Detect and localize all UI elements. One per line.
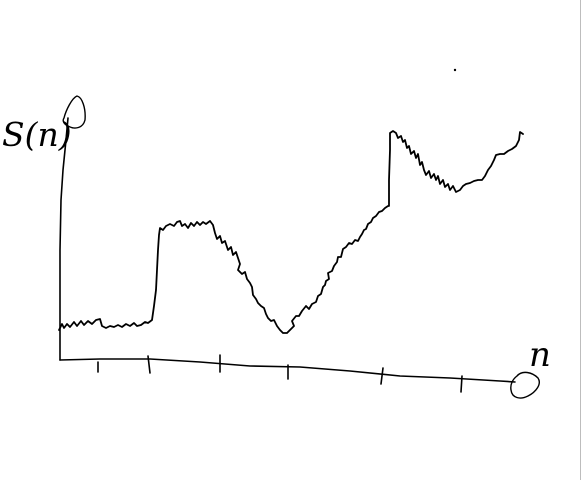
tick-2 — [147, 355, 151, 374]
tick-6 — [460, 375, 463, 393]
x-axis-arrowhead — [510, 371, 540, 399]
tick-5 — [380, 367, 384, 385]
y-axis — [59, 117, 69, 361]
y-axis-label: S(n) — [2, 115, 72, 154]
y-axis-arrowhead — [62, 95, 86, 129]
stray-dot — [453, 68, 457, 72]
s-n-curve — [58, 130, 524, 334]
x-axis-ticks — [97, 354, 463, 393]
x-axis — [59, 358, 516, 383]
x-axis-label: n — [529, 335, 551, 375]
